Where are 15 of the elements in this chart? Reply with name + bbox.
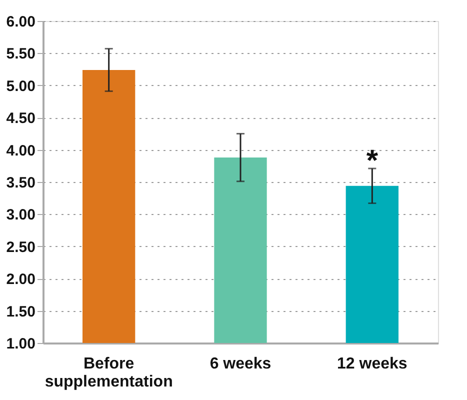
y-tick-label: 4.50 <box>6 110 36 128</box>
y-tick-label: 1.50 <box>6 303 36 320</box>
y-tick-label: 2.00 <box>6 271 36 288</box>
y-tick-label: 2.50 <box>6 238 36 256</box>
y-tick-label: 3.00 <box>6 206 36 224</box>
y-tick-label: 1.00 <box>6 336 36 352</box>
y-tick-label: 6.00 <box>6 14 36 30</box>
y-tick-label: 4.00 <box>6 142 36 160</box>
y-tick-label: 5.50 <box>6 46 36 63</box>
x-tick-label: 12 weeks <box>337 356 408 372</box>
annotation: * <box>366 144 378 178</box>
x-tick-label: Before supplementation <box>44 356 173 390</box>
y-tick-label: 3.50 <box>6 174 36 192</box>
y-tick-label: 5.00 <box>6 78 36 95</box>
x-tick-label: 6 weeks <box>210 356 272 372</box>
